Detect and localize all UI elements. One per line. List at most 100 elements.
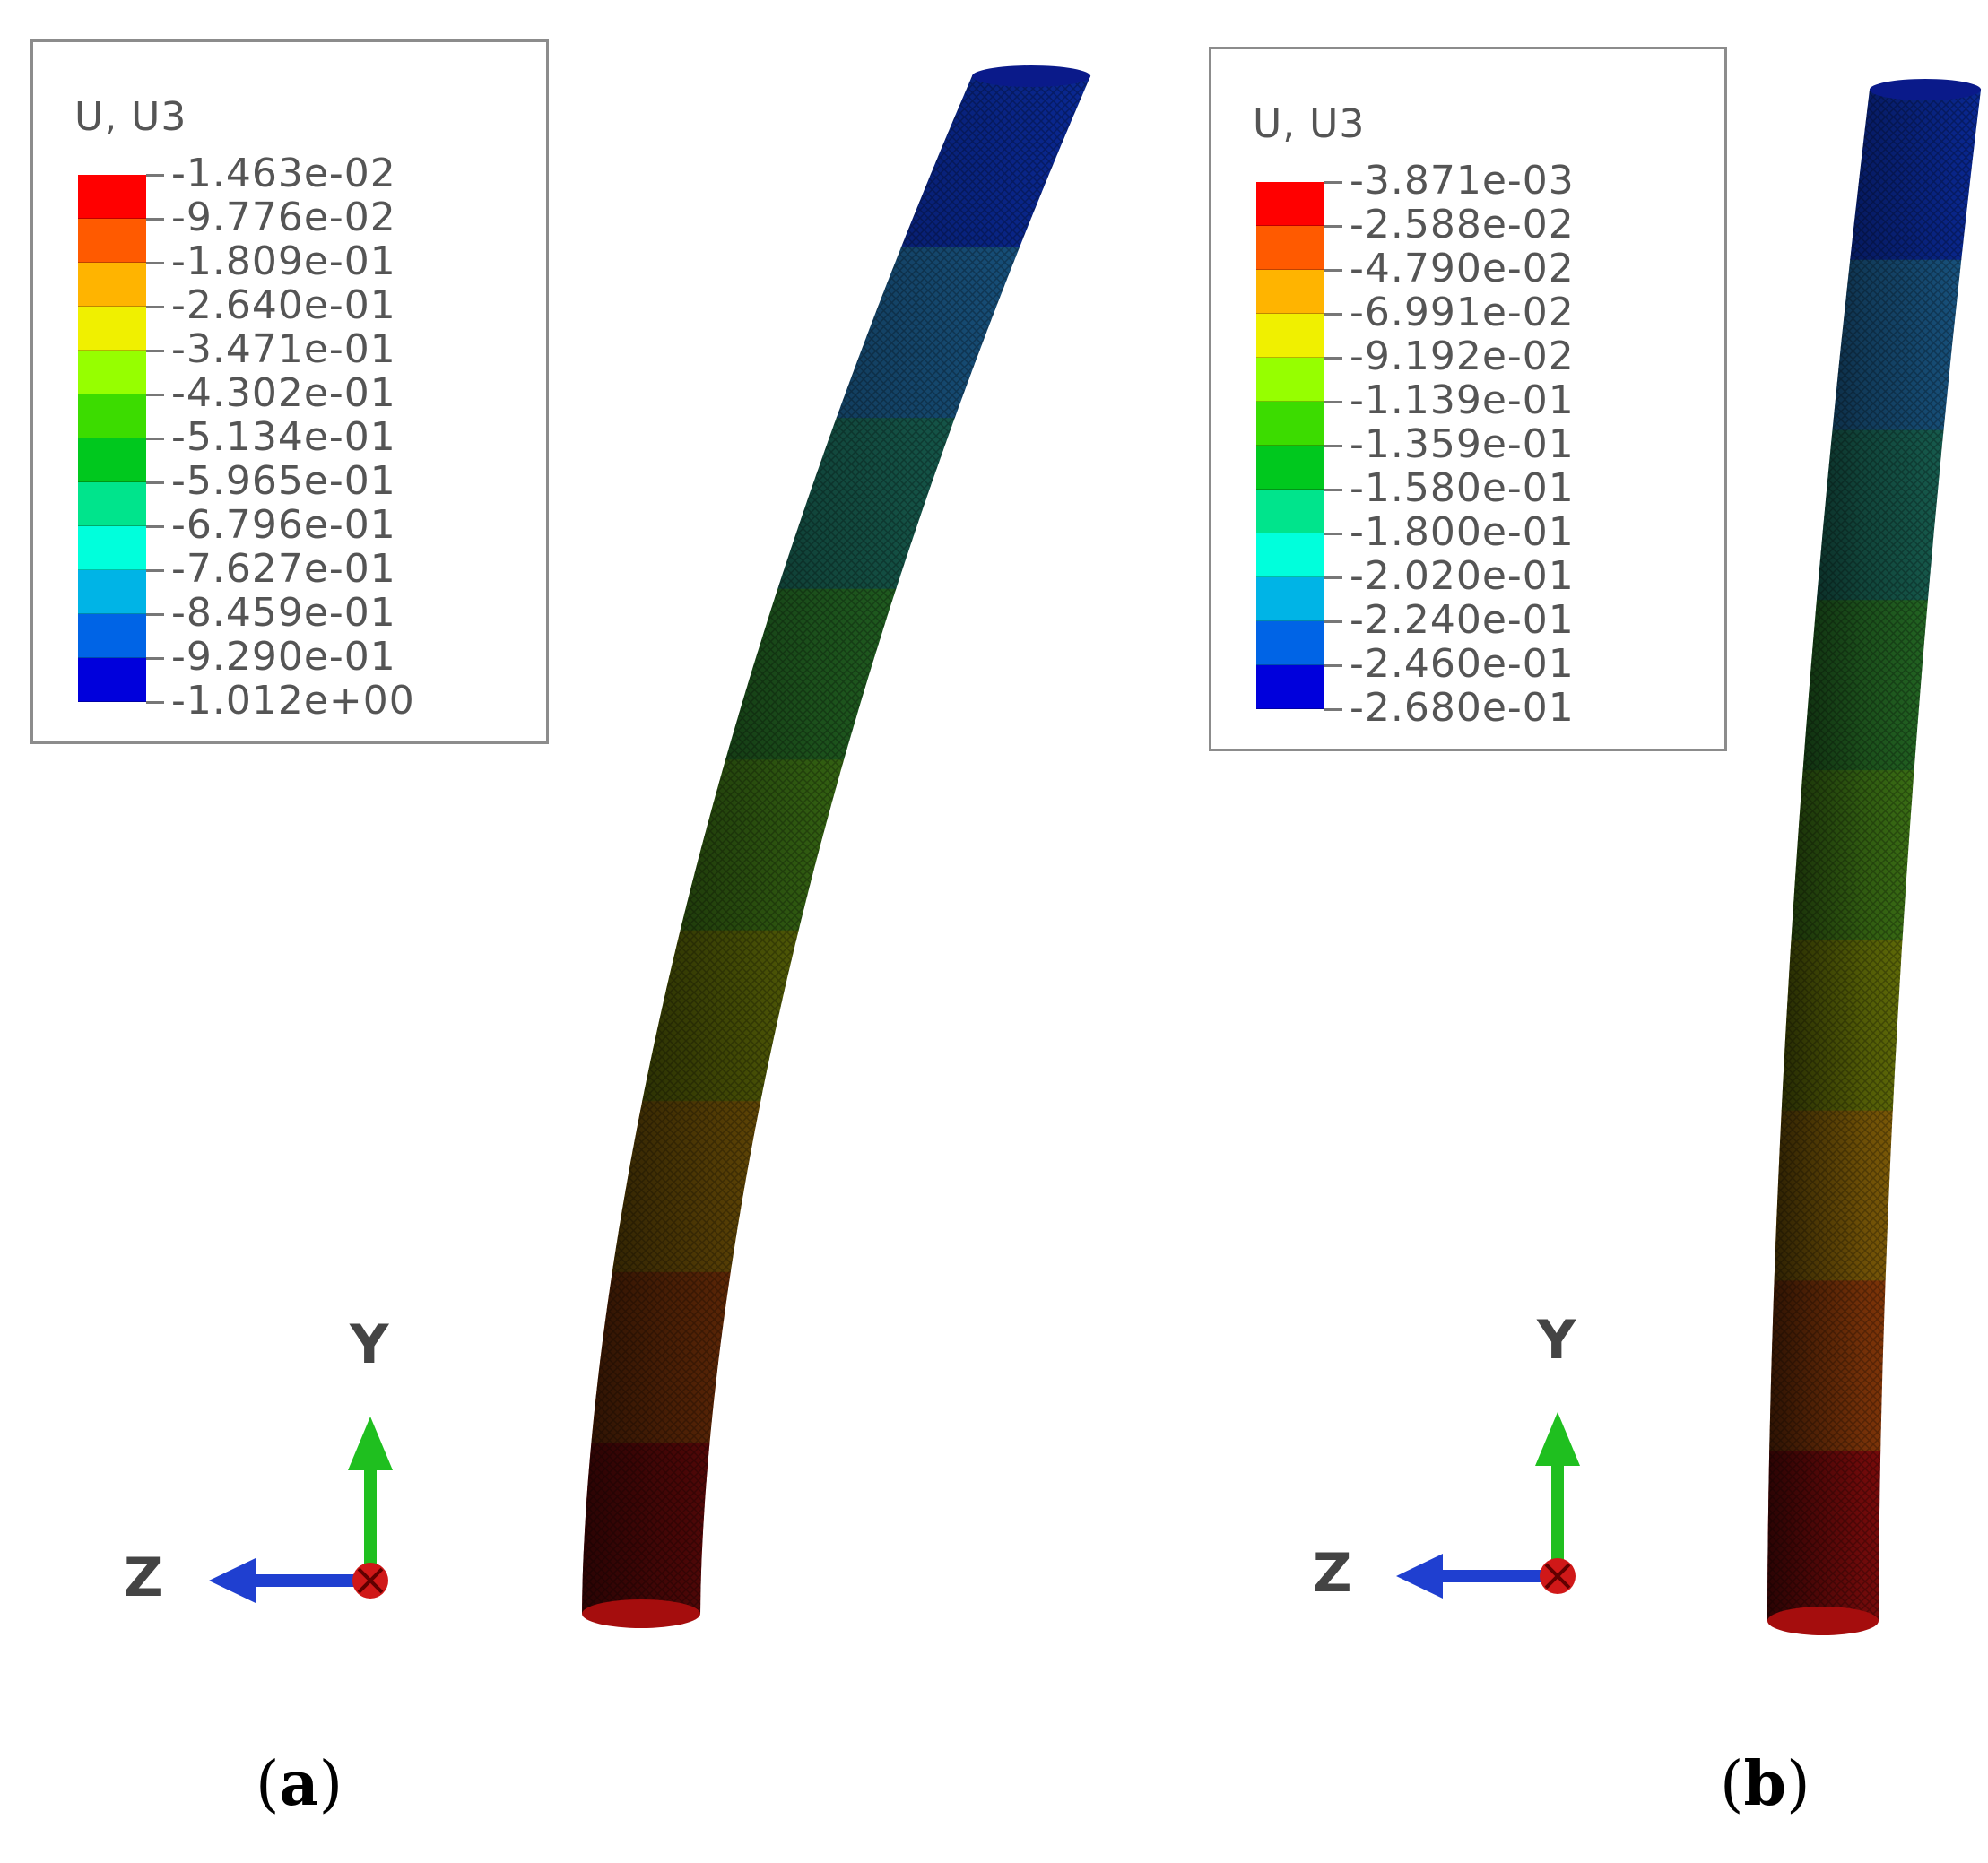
legend-tick-mark (146, 262, 164, 264)
legend-tick-label: -1.800e-01 (1350, 509, 1575, 555)
legend-tick-label: -3.871e-03 (1350, 158, 1575, 204)
legend-tick-mark (1324, 181, 1342, 184)
legend-scale-a: -1.463e-02 -9.776e-02 -1.809e-01 -2.640e-01… (78, 151, 544, 724)
legend-swatch (1256, 182, 1324, 226)
legend-swatch (78, 351, 146, 394)
legend-tick-label: -9.776e-02 (171, 195, 396, 240)
deformed-beam-b (1767, 79, 1982, 1635)
legend-swatch (1256, 402, 1324, 446)
legend-swatch (78, 307, 146, 351)
legend-tick-mark (146, 218, 164, 221)
legend-tick-label: -5.134e-01 (171, 414, 396, 460)
legend-tick-mark (1324, 445, 1342, 447)
legend-tick-mark (146, 306, 164, 308)
legend-scale-b: -3.871e-03 -2.588e-02 -4.790e-02 -6.991e-02… (1256, 158, 1723, 731)
legend-swatch (1256, 314, 1324, 358)
legend-tick-label: -6.796e-01 (171, 502, 396, 548)
legend-tick-label: -1.012e+00 (171, 678, 415, 724)
z-axis-label-b: Z (1313, 1542, 1352, 1605)
legend-tick-mark (1324, 313, 1342, 316)
legend-tick-label: -1.359e-01 (1350, 421, 1575, 467)
beam-bottom-cap (582, 1599, 700, 1628)
caption-b: (b) (1720, 1748, 1810, 1820)
panel-b: U, U3 -3.871e-03 -2.588e-02 -4.790e-02 -6.9… (994, 0, 1988, 1863)
legend-swatch (1256, 533, 1324, 577)
axis-triad-a (209, 1417, 393, 1603)
legend-tick-mark (146, 525, 164, 528)
legend-tick-mark (1324, 576, 1342, 579)
caption-letter-a: a (279, 1748, 319, 1820)
legend-tick-mark (1324, 225, 1342, 228)
legend-swatch (1256, 270, 1324, 314)
y-axis-label-b: Y (1537, 1309, 1576, 1372)
legend-tick-label: -1.580e-01 (1350, 465, 1575, 511)
legend-tick-label: -6.991e-02 (1350, 290, 1575, 335)
legend-swatch (1256, 446, 1324, 490)
legend-swatch (78, 219, 146, 263)
legend-swatch (78, 263, 146, 307)
y-arrow-head (348, 1417, 393, 1470)
legend-tick-mark (146, 350, 164, 352)
legend-tick-label: -1.809e-01 (171, 238, 396, 284)
deformed-beam-a (582, 65, 1091, 1628)
panel-a: U, U3 -1.463e-02 -9.776e-02 -1.809e-01 -2.6… (30, 39, 1091, 1820)
legend-tick-label: -2.020e-01 (1350, 553, 1575, 599)
legend-tick-label: -2.640e-01 (171, 282, 396, 328)
legend-tick-label: -5.965e-01 (171, 458, 396, 504)
legend-tick-mark (1324, 533, 1342, 535)
legend-title-a: U, U3 (74, 94, 187, 140)
y-arrow-head (1535, 1412, 1580, 1466)
legend-tick-label: -3.471e-01 (171, 326, 396, 372)
legend-tick-mark (146, 438, 164, 440)
beam-top-cap (972, 65, 1090, 87)
legend-swatch (78, 175, 146, 219)
legend-swatch (1256, 577, 1324, 621)
axis-triad-b (1396, 1412, 1580, 1599)
y-axis-label-a: Y (350, 1313, 389, 1376)
legend-b: U, U3 -3.871e-03 -2.588e-02 -4.790e-02 -6.9… (1209, 47, 1727, 751)
legend-swatch (78, 438, 146, 482)
legend-tick-label: -9.192e-02 (1350, 334, 1575, 379)
legend-tick-mark (1324, 620, 1342, 623)
legend-swatch (1256, 621, 1324, 665)
legend-tick-label: -4.790e-02 (1350, 246, 1575, 291)
z-axis-label-a: Z (124, 1547, 163, 1609)
legend-tick-mark (1324, 269, 1342, 272)
legend-tick-mark (1324, 357, 1342, 360)
legend-tick-label: -1.139e-01 (1350, 377, 1575, 423)
legend-tick-label: -2.588e-02 (1350, 202, 1575, 247)
legend-tick-mark (146, 569, 164, 572)
legend-tick-label: -7.627e-01 (171, 546, 396, 592)
legend-swatch (1256, 358, 1324, 402)
legend-swatch (78, 482, 146, 526)
legend-tick-mark (1324, 401, 1342, 403)
legend-swatch (1256, 490, 1324, 533)
beam-top-cap (1870, 79, 1981, 100)
legend-tick-mark (146, 174, 164, 177)
legend-tick-mark (1324, 489, 1342, 491)
legend-tick-mark (1324, 708, 1342, 711)
z-arrow-head (1396, 1554, 1443, 1599)
beam-bottom-cap (1767, 1607, 1879, 1635)
legend-tick-mark (146, 481, 164, 484)
legend-tick-label: -2.680e-01 (1350, 685, 1575, 731)
legend-swatch (78, 570, 146, 614)
legend-tick-mark (146, 613, 164, 616)
beam-mesh (582, 76, 1090, 1614)
legend-swatch (78, 394, 146, 438)
legend-swatch (1256, 665, 1324, 709)
legend-swatch (78, 658, 146, 702)
legend-tick-mark (146, 701, 164, 704)
z-arrow-head (209, 1558, 256, 1603)
beam-mesh (1767, 90, 1981, 1621)
caption-a: (a) (256, 1748, 343, 1820)
legend-tick-label: -2.240e-01 (1350, 597, 1575, 643)
caption-letter-b: b (1743, 1748, 1787, 1820)
legend-tick-label: -1.463e-02 (171, 151, 396, 196)
legend-tick-mark (146, 394, 164, 396)
legend-tick-mark (1324, 664, 1342, 667)
legend-a: U, U3 -1.463e-02 -9.776e-02 -1.809e-01 -2.6… (30, 39, 549, 744)
legend-tick-label: -9.290e-01 (171, 634, 396, 680)
legend-tick-label: -4.302e-01 (171, 370, 396, 416)
legend-swatch (78, 526, 146, 570)
